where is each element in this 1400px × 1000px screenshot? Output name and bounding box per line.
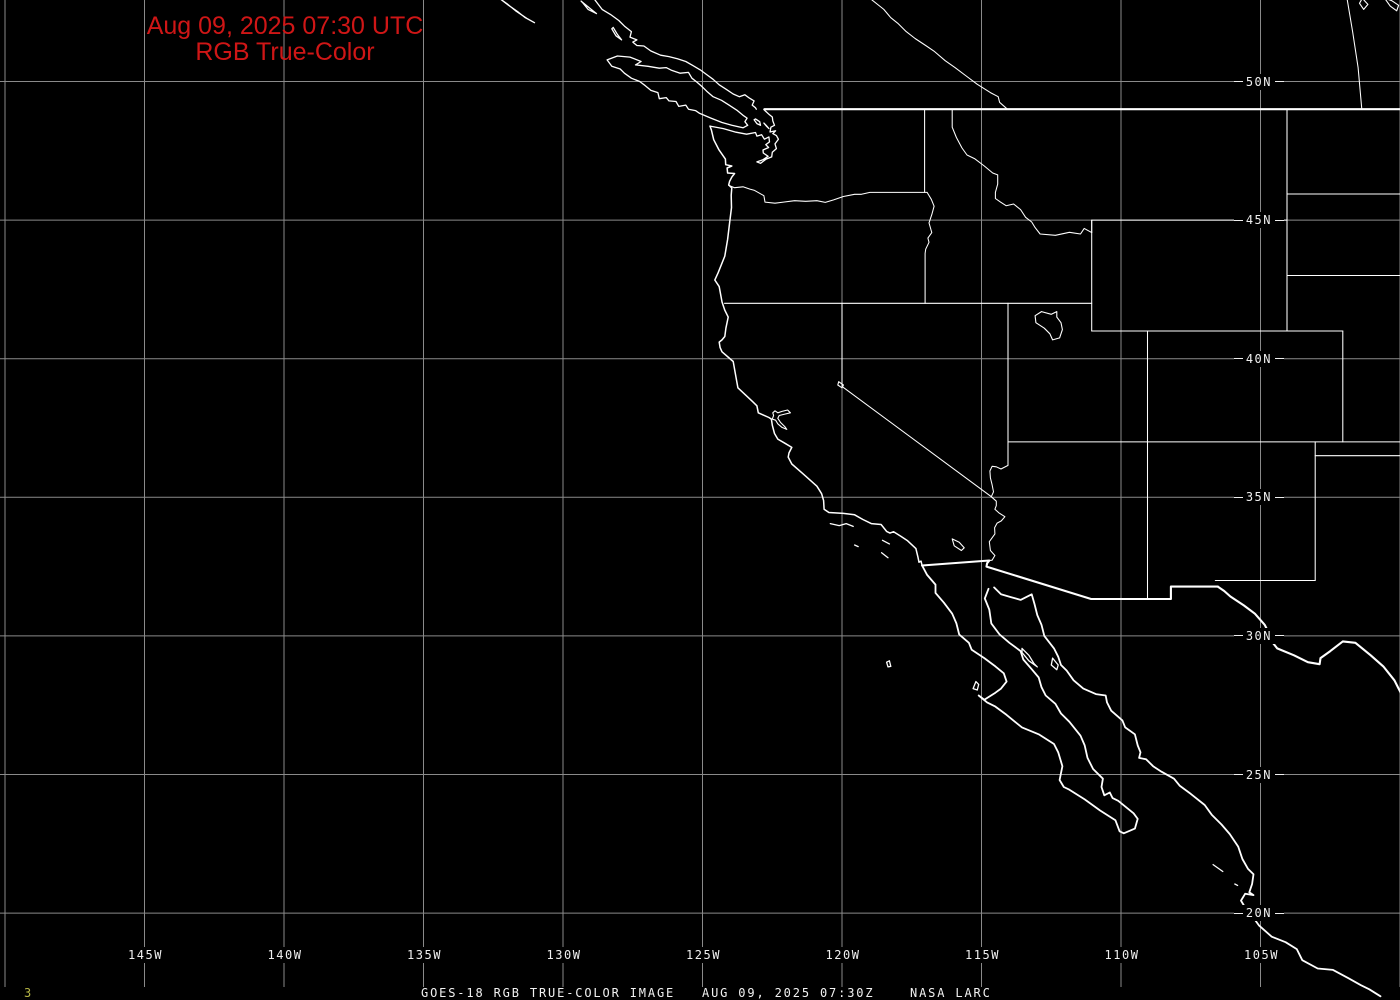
id-mt-border — [951, 108, 1093, 236]
us-mexico-border — [921, 559, 1219, 601]
salton-sea — [951, 538, 965, 552]
west-coast — [709, 125, 923, 567]
san-francisco-bay — [771, 409, 791, 430]
caption-datetime: AUG 09, 2025 07:30Z — [702, 986, 875, 1000]
haida-gwaii — [500, 0, 536, 24]
ca-nv-border — [841, 302, 992, 498]
san-juan-island-1 — [753, 118, 762, 126]
image-product-name: RGB True-Color — [195, 38, 375, 66]
lon-label-130w: 130W — [543, 947, 585, 963]
lat-label-text: 25N — [1245, 767, 1272, 782]
lat-label-text: 40N — [1245, 351, 1272, 366]
ca-az-colorado-river — [988, 496, 1006, 562]
baja-california — [921, 564, 1139, 835]
frame-number: 3 — [24, 986, 32, 1000]
lat-label-40n: 40N — [1233, 350, 1284, 367]
lat-label-left-tick — [1233, 219, 1243, 221]
puget-sound — [709, 108, 780, 164]
mb-lake-2 — [1385, 0, 1400, 12]
lat-label-left-tick — [1233, 81, 1243, 82]
nv-az-colorado-river — [989, 441, 1009, 498]
lat-label-text: 30N — [1245, 628, 1272, 643]
bc-mainland-coast — [594, 0, 757, 110]
lat-label-text: 50N — [1245, 74, 1272, 89]
isla-angel-de-la-guarda — [1021, 647, 1038, 668]
bc-coast-island-2 — [611, 26, 623, 41]
lat-label-right-tick — [1275, 358, 1284, 360]
lon-label-110w: 110W — [1101, 947, 1143, 963]
lat-label-left-tick — [1233, 912, 1243, 914]
lat-label-left-tick — [1233, 496, 1243, 498]
image-title: Aug 09, 2025 07:30 UTC RGB True-Color — [147, 13, 424, 65]
lat-label-right-tick — [1275, 635, 1284, 637]
san-clemente-island — [880, 552, 889, 559]
lat-label-right-tick — [1275, 496, 1284, 498]
lat-label-text: 20N — [1245, 906, 1272, 921]
lat-label-text: 35N — [1245, 490, 1272, 505]
channel-islands — [829, 522, 854, 528]
lat-label-35n: 35N — [1233, 489, 1284, 506]
rio-grande — [1216, 585, 1400, 694]
wa-or-columbia-river — [728, 184, 928, 204]
islas-marias — [1212, 863, 1224, 873]
lat-label-right-tick — [1275, 219, 1284, 221]
lon-label-125w: 125W — [683, 947, 724, 963]
san-juan-island-2 — [763, 122, 770, 130]
vancouver-island — [606, 55, 749, 129]
lat-label-50n: 50N — [1233, 73, 1284, 90]
lat-label-right-tick — [1275, 912, 1284, 914]
lat-label-left-tick — [1233, 774, 1243, 775]
guadalupe-island — [885, 660, 892, 668]
lon-label-140w: 140W — [264, 947, 306, 963]
lat-label-text: 45N — [1245, 213, 1272, 228]
lat-label-20n: 20N — [1233, 905, 1284, 922]
lon-label-115w: 115W — [962, 947, 1003, 963]
san-nicolas-island — [853, 544, 859, 548]
caption-credit: NASA LARC — [910, 986, 992, 1000]
mb-lake-1 — [1358, 0, 1369, 10]
isla-isabel — [1234, 883, 1239, 887]
lon-label-120w: 120W — [822, 947, 864, 963]
cedros-island — [972, 680, 980, 691]
lat-label-30n: 30N — [1233, 627, 1284, 644]
lat-label-45n: 45N — [1233, 212, 1284, 229]
bc-coast-island-1 — [580, 0, 598, 15]
bc-ab-border — [871, 0, 1008, 110]
caption-product: GOES-18 RGB TRUE-COLOR IMAGE — [421, 986, 676, 1000]
isla-tiburon — [1050, 657, 1059, 671]
sk-mb-border — [1346, 0, 1363, 110]
lon-label-105w: 105W — [1241, 947, 1282, 963]
great-salt-lake — [1034, 311, 1063, 341]
lon-label-145w: 145W — [125, 947, 166, 963]
or-id-snake-river — [924, 191, 935, 304]
sonora-sinaloa-coast — [993, 586, 1382, 998]
lat-label-right-tick — [1275, 774, 1284, 775]
santa-catalina-island — [881, 539, 891, 545]
lat-label-left-tick — [1233, 635, 1243, 637]
lat-label-right-tick — [1275, 81, 1284, 82]
lat-label-left-tick — [1233, 358, 1243, 360]
lat-label-25n: 25N — [1233, 766, 1284, 783]
lon-label-135w: 135W — [404, 947, 445, 963]
image-timestamp: Aug 09, 2025 07:30 UTC — [146, 12, 424, 40]
